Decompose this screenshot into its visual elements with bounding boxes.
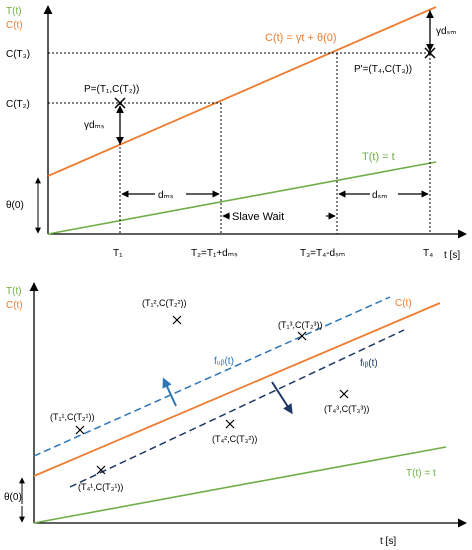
top-panel: T(t) C(t) t [s] C(t) = γt + θ(0) T(t) = … — [6, 5, 467, 261]
top-theta0-label: θ(0) — [6, 200, 24, 211]
bottom-theta0-label: θ(0) — [4, 492, 22, 503]
top-ct2-label: C(T₂) — [6, 99, 30, 110]
bottom-flb-label: fₗᵦ(t) — [360, 358, 378, 369]
bottom-point-1-label: (T₁²,C(T₂²)) — [142, 298, 187, 308]
bottom-point-6-label: (T₄¹,C(T₃¹)) — [78, 482, 123, 492]
bottom-fub-label: fᵤᵦ(t) — [214, 356, 234, 367]
bottom-point-3-label: (T₁¹,C(T₂¹)) — [50, 412, 95, 422]
bottom-y-label-t: T(t) — [6, 286, 22, 297]
bottom-fub-line — [33, 296, 391, 457]
top-gamma-dms-label: γdₘₛ — [84, 120, 105, 131]
bottom-point-6-marker — [96, 465, 106, 475]
bottom-point-4-marker — [225, 419, 235, 429]
top-gamma-dsm-label: γdₛₘ — [436, 26, 457, 37]
top-ct3-label: C(T₃) — [6, 49, 30, 60]
top-xtick-t1: T₁ — [113, 248, 123, 259]
top-xtick-t4: T₄ — [423, 248, 433, 259]
bottom-flb-line — [69, 329, 405, 488]
top-xtick-t3: T₃=T₄-dₛₘ — [300, 248, 345, 259]
top-y-label-t: T(t) — [6, 6, 22, 17]
top-y-label-c: C(t) — [6, 20, 23, 31]
top-point-p-label: P=(T₁,C(T₂)) — [84, 84, 139, 95]
top-c-line — [47, 6, 437, 177]
top-slave-wait-label: Slave Wait — [232, 211, 284, 223]
bottom-t-line — [33, 446, 447, 524]
bottom-point-3-marker — [75, 425, 85, 435]
bottom-panel: T(t) C(t) t [s] θ(0) C(t) T(t) = t fᵤᵦ(t… — [4, 282, 467, 547]
top-t-line — [47, 161, 437, 235]
bottom-c-label: C(t) — [395, 298, 412, 309]
bottom-flb-arrow — [271, 381, 293, 415]
top-t-equation: T(t) = t — [362, 151, 395, 163]
top-dms-label: dₘₛ — [158, 190, 174, 201]
bottom-x-unit: t [s] — [380, 536, 396, 547]
top-point-pprime-label: P'=(T₄,C(T₃)) — [354, 64, 412, 75]
bottom-point-4-label: (T₄²,C(T₃²)) — [212, 434, 257, 444]
bottom-fub-arrow — [162, 377, 177, 407]
bottom-point-2-label: (T₁³,C(T₂³)) — [278, 320, 323, 330]
bottom-t-label: T(t) = t — [406, 468, 436, 479]
top-dsm-label: dₛₘ — [372, 190, 388, 201]
bottom-point-2-marker — [297, 331, 307, 341]
top-x-unit: t [s] — [444, 250, 460, 261]
top-xtick-t2: T₂=T₁+dₘₛ — [191, 248, 238, 259]
bottom-c-line — [33, 302, 441, 477]
bottom-point-5-label: (T₄³,C(T₃³)) — [324, 404, 369, 414]
bottom-y-label-c: C(t) — [6, 300, 23, 311]
top-c-equation: C(t) = γt + θ(0) — [265, 32, 337, 44]
bottom-point-1-marker — [172, 315, 182, 325]
bottom-point-5-marker — [339, 389, 349, 399]
